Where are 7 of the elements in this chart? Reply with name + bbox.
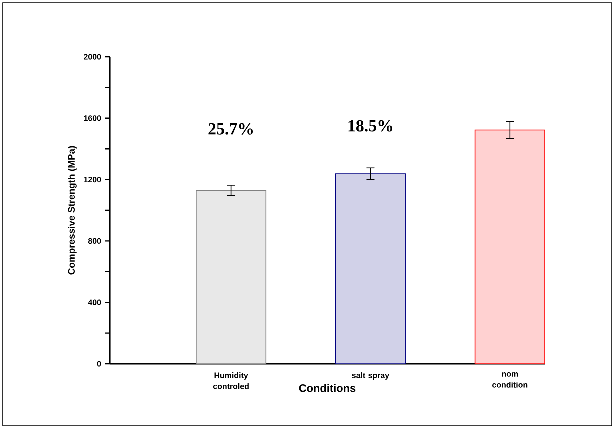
bar <box>474 130 546 364</box>
y-axis-title: Compressive Strength (MPa) <box>68 146 77 275</box>
annotation: 18.5% <box>348 120 392 132</box>
x-axis-title: Conditions <box>299 384 356 392</box>
annotation: 25.7% <box>208 123 253 135</box>
bar <box>196 190 267 364</box>
bar <box>335 174 406 364</box>
